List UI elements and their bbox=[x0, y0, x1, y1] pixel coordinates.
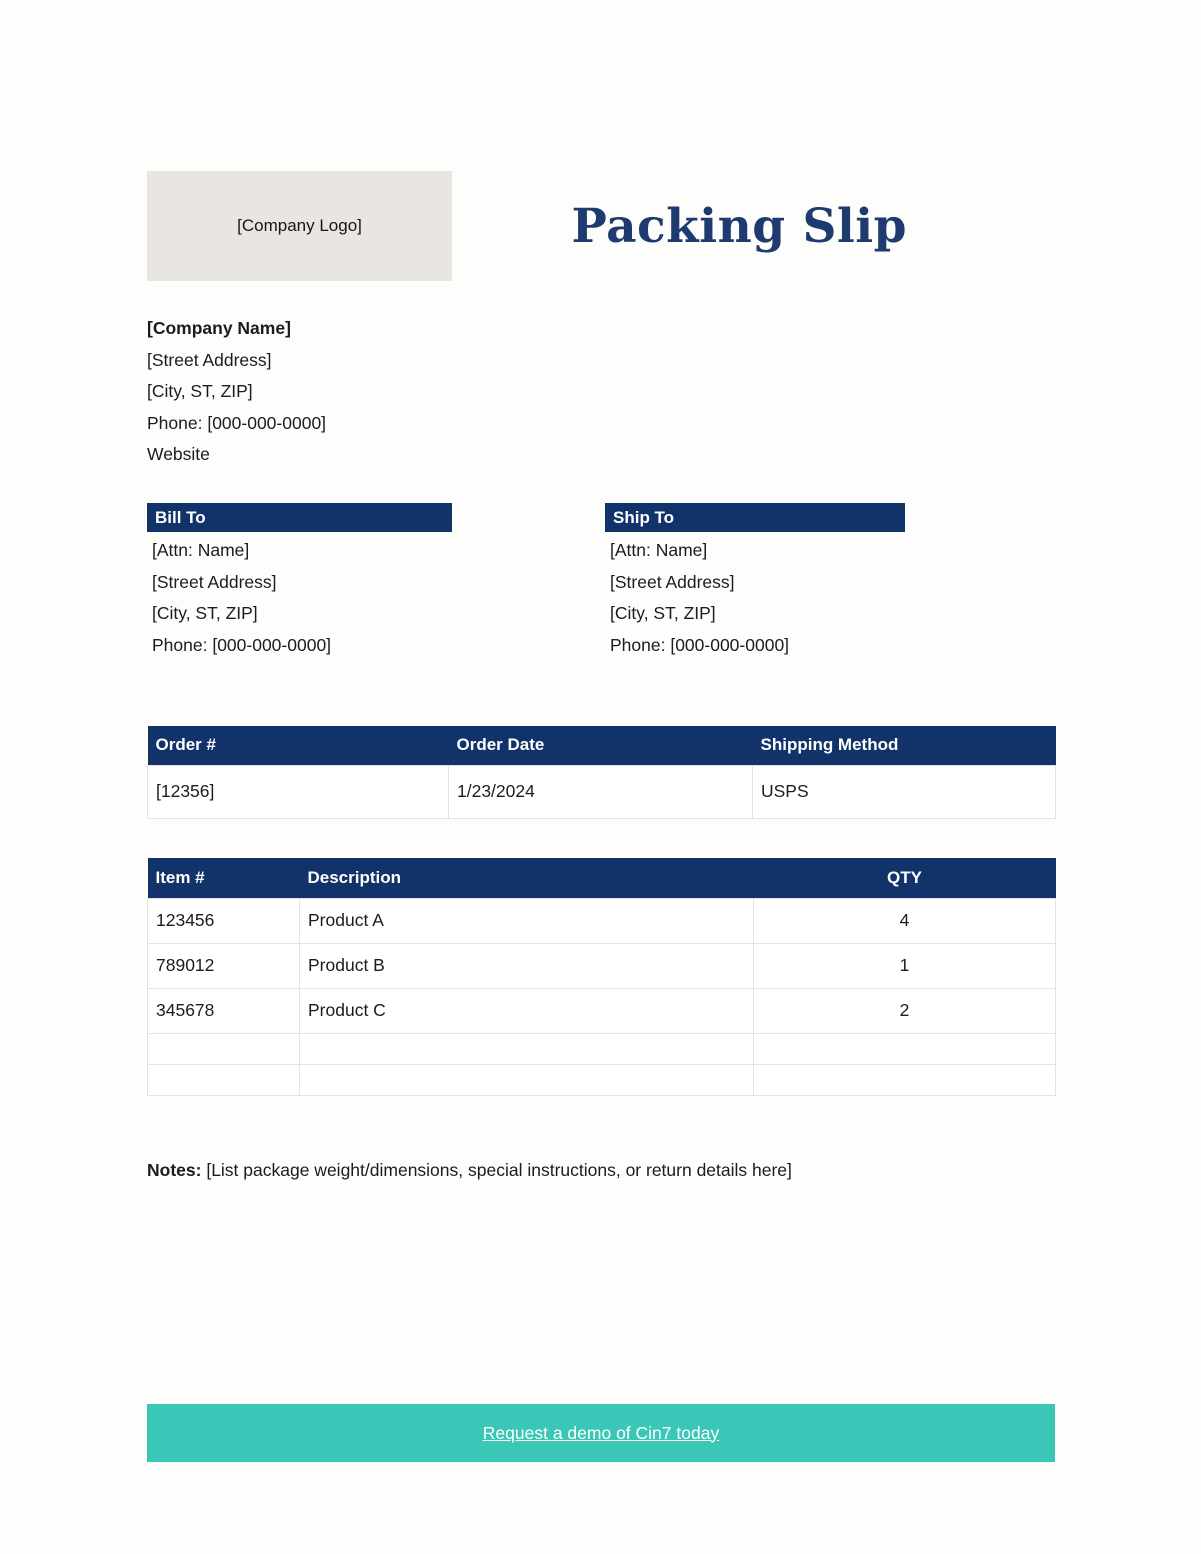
company-logo-placeholder: [Company Logo] bbox=[147, 171, 452, 281]
ship-to-attn: [Attn: Name] bbox=[610, 540, 708, 560]
ship-to-city-state-zip: [City, ST, ZIP] bbox=[610, 603, 716, 623]
item-description-cell: Product B bbox=[299, 942, 754, 989]
company-website: Website bbox=[147, 444, 210, 464]
qty-header: QTY bbox=[753, 858, 1056, 898]
footer-cta-bar: Request a demo of Cin7 today bbox=[147, 1404, 1055, 1462]
description-header: Description bbox=[299, 858, 754, 898]
bill-to-city-state-zip: [City, ST, ZIP] bbox=[152, 603, 258, 623]
item-qty-cell: 1 bbox=[753, 942, 1056, 989]
company-logo-text: [Company Logo] bbox=[237, 216, 362, 235]
item-row: 123456 Product A 4 bbox=[147, 897, 1056, 944]
item-qty-cell: 2 bbox=[753, 987, 1056, 1034]
notes-label: Notes: bbox=[147, 1160, 202, 1180]
bill-to-section: Bill To [Attn: Name] [Street Address] [C… bbox=[147, 503, 452, 661]
item-row: 345678 Product C 2 bbox=[147, 987, 1056, 1034]
item-qty-cell bbox=[753, 1032, 1056, 1065]
bill-to-attn: [Attn: Name] bbox=[152, 540, 250, 560]
item-qty-cell: 4 bbox=[753, 897, 1056, 944]
request-demo-link[interactable]: Request a demo of Cin7 today bbox=[482, 1422, 720, 1443]
shipping-method-value: USPS bbox=[752, 764, 1056, 819]
notes-line: Notes: [List package weight/dimensions, … bbox=[147, 1158, 792, 1182]
company-phone: Phone: [000-000-0000] bbox=[147, 412, 327, 433]
bill-to-street: [Street Address] bbox=[152, 571, 277, 592]
bill-to-address: [Attn: Name] [Street Address] [City, ST,… bbox=[147, 535, 452, 661]
ship-to-section: Ship To [Attn: Name] [Street Address] [C… bbox=[605, 503, 905, 661]
bill-to-header-bar: Bill To bbox=[147, 503, 452, 532]
item-row-empty bbox=[147, 1063, 1056, 1096]
order-date-header: Order Date bbox=[448, 726, 753, 765]
item-row-empty bbox=[147, 1032, 1056, 1065]
order-info-header-row: Order # Order Date Shipping Method bbox=[147, 726, 1056, 765]
item-description-cell bbox=[299, 1032, 754, 1065]
item-description-cell: Product A bbox=[299, 897, 754, 944]
notes-text: [List package weight/dimensions, special… bbox=[206, 1160, 792, 1180]
company-name: [Company Name] bbox=[147, 318, 291, 338]
ship-to-street: [Street Address] bbox=[610, 571, 735, 592]
item-row: 789012 Product B 1 bbox=[147, 942, 1056, 989]
company-city-state-zip: [City, ST, ZIP] bbox=[147, 381, 253, 401]
document-header: [Company Logo] Packing Slip bbox=[147, 171, 1055, 281]
item-qty-cell bbox=[753, 1063, 1056, 1096]
shipping-method-header: Shipping Method bbox=[752, 726, 1056, 765]
item-number-cell bbox=[147, 1063, 300, 1096]
item-number-cell: 789012 bbox=[147, 942, 300, 989]
order-date-value: 1/23/2024 bbox=[448, 764, 753, 819]
page-title: Packing Slip bbox=[571, 198, 907, 254]
order-number-value: [12356] bbox=[147, 764, 449, 819]
items-table: Item # Description QTY 123456 Product A … bbox=[147, 858, 1056, 1096]
order-number-header: Order # bbox=[147, 726, 449, 765]
item-number-cell: 345678 bbox=[147, 987, 300, 1034]
bill-to-phone: Phone: [000-000-0000] bbox=[152, 634, 332, 655]
item-description-cell: Product C bbox=[299, 987, 754, 1034]
item-number-header: Item # bbox=[147, 858, 300, 898]
ship-to-address: [Attn: Name] [Street Address] [City, ST,… bbox=[605, 535, 905, 661]
item-number-cell: 123456 bbox=[147, 897, 300, 944]
ship-to-header-bar: Ship To bbox=[605, 503, 905, 532]
items-header-row: Item # Description QTY bbox=[147, 858, 1056, 898]
ship-to-phone: Phone: [000-000-0000] bbox=[610, 634, 790, 655]
item-description-cell bbox=[299, 1063, 754, 1096]
order-info-table: Order # Order Date Shipping Method [1235… bbox=[147, 726, 1056, 819]
item-number-cell bbox=[147, 1032, 300, 1065]
company-info-block: [Company Name] [Street Address] [City, S… bbox=[147, 313, 326, 471]
addresses-section: Bill To [Attn: Name] [Street Address] [C… bbox=[147, 503, 1055, 661]
company-street-address: [Street Address] bbox=[147, 349, 272, 370]
order-info-value-row: [12356] 1/23/2024 USPS bbox=[147, 764, 1056, 819]
